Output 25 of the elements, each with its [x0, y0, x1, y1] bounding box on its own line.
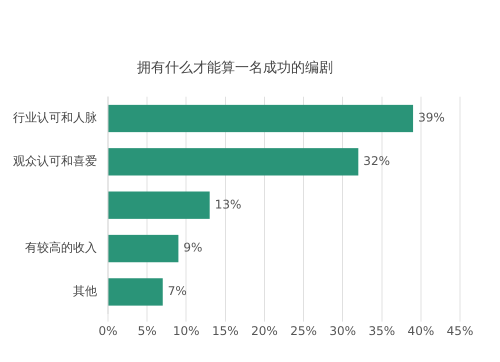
x-tick-label: 30% [329, 324, 356, 338]
y-tick-label: 行业认可和人脉 [13, 110, 97, 125]
data-label: 13% [214, 197, 242, 212]
y-tick-label: 观众认可和喜爱 [13, 154, 97, 168]
bar [108, 148, 358, 176]
data-label: 32% [363, 154, 390, 168]
bar [108, 192, 210, 219]
x-tick-label: 5% [138, 324, 157, 338]
data-label: 9% [183, 240, 202, 255]
x-tick-label: 25% [290, 324, 317, 338]
x-tick-label: 10% [172, 324, 200, 338]
x-tick-label: 35% [368, 324, 396, 338]
data-label: 7% [168, 284, 187, 298]
chart-title: 拥有什么才能算一名成功的编剧 [137, 60, 333, 76]
x-tick-label: 45% [446, 324, 474, 338]
data-label: 39% [418, 110, 445, 125]
bar [108, 104, 414, 132]
bar [108, 278, 163, 306]
y-tick-label: 其他 [73, 284, 97, 298]
x-tick-label: 0% [98, 324, 118, 338]
x-tick-label: 40% [408, 324, 434, 338]
bar [108, 234, 178, 262]
x-tick-label: 15% [212, 324, 239, 338]
y-tick-label: 有较高的收入 [25, 240, 97, 255]
x-tick-label: 20% [251, 324, 278, 338]
